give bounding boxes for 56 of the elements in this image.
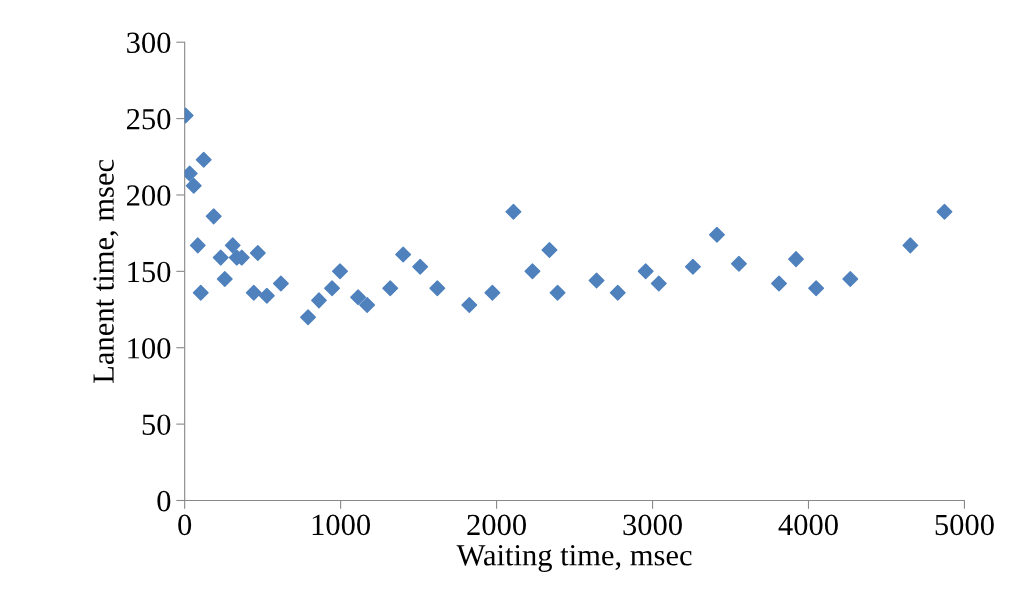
y-tick-label: 150 [128, 261, 171, 283]
point [609, 284, 626, 301]
point [249, 245, 266, 261]
point [310, 292, 327, 309]
x-tick-label: 2000 [467, 514, 526, 536]
point [224, 237, 241, 254]
y-tick-label: 50 [142, 414, 171, 436]
point [272, 275, 289, 292]
point [395, 246, 412, 263]
point [637, 263, 654, 280]
y-tick-label: 200 [126, 185, 171, 206]
point [936, 203, 953, 220]
point [216, 271, 233, 287]
y-tick-label: 250 [126, 108, 171, 130]
point [245, 284, 262, 301]
point [461, 296, 478, 313]
point [189, 237, 206, 254]
point [708, 226, 725, 243]
x-tick-label: 0 [178, 514, 192, 536]
point [382, 280, 399, 297]
point [412, 258, 429, 275]
point [684, 258, 701, 275]
x-tick-label: 3000 [623, 514, 682, 536]
point [505, 203, 522, 220]
point [359, 296, 376, 313]
y-tick-label: 0 [157, 490, 171, 512]
x-tick-label: 4000 [778, 514, 838, 536]
point [258, 287, 275, 304]
point [788, 251, 804, 268]
point [300, 309, 317, 326]
point [350, 289, 367, 306]
point [192, 284, 209, 301]
point [902, 237, 919, 254]
point [541, 241, 558, 258]
point [842, 271, 859, 287]
point [212, 249, 229, 266]
point [195, 151, 212, 168]
point [650, 275, 667, 292]
point [332, 263, 348, 280]
point [549, 284, 566, 301]
point [730, 255, 747, 272]
point [205, 208, 222, 225]
point [808, 280, 825, 297]
point [484, 284, 501, 301]
x-tick-label: 1000 [312, 514, 371, 536]
x-axis-title: Waiting time, msec [456, 545, 692, 572]
point [524, 263, 541, 280]
point [588, 272, 605, 289]
x-tick-label: 5000 [935, 514, 994, 536]
y-axis-title: Lanent time, msec [93, 159, 119, 383]
point [185, 177, 202, 194]
point [324, 280, 341, 297]
point [771, 275, 787, 292]
y-tick-label: 100 [128, 338, 171, 359]
y-tick-label: 300 [127, 32, 171, 54]
point [429, 280, 446, 297]
